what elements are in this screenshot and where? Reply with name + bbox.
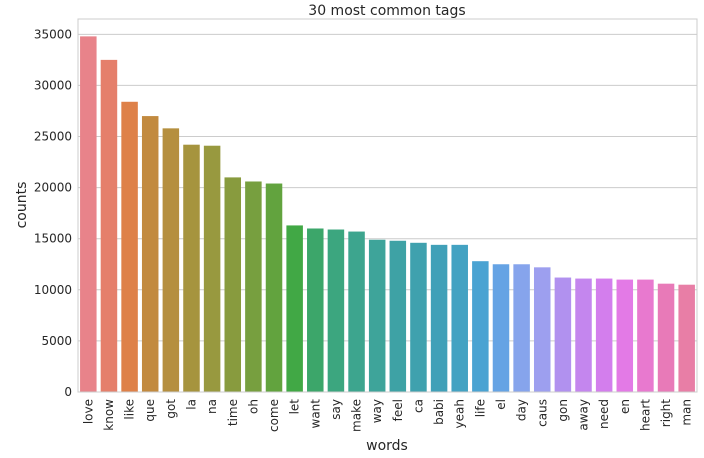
bar <box>327 229 345 392</box>
plot-frame <box>77 18 698 393</box>
x-tick-label: yeah <box>453 399 467 428</box>
bar <box>637 279 654 392</box>
grid-layer <box>78 33 697 393</box>
x-tick-label: want <box>308 399 322 429</box>
x-tick-label: life <box>473 399 487 417</box>
bar <box>575 278 592 392</box>
x-tick-label: caus <box>535 399 549 427</box>
bar <box>472 261 489 392</box>
axis-layer: 0 5000 10000 15000 20000 25000 30000 35000 love k… <box>34 18 698 432</box>
x-tick-label: make <box>350 399 364 432</box>
bars-layer <box>80 36 695 393</box>
y-axis-label: counts <box>14 182 30 229</box>
y-tick-label: 30000 <box>34 78 72 92</box>
x-tick-label: away <box>577 399 591 431</box>
x-tick-label: time <box>226 399 240 426</box>
bar <box>121 101 138 393</box>
bar <box>368 239 386 392</box>
bar <box>657 283 675 392</box>
bar <box>265 183 283 392</box>
bar <box>80 36 97 392</box>
bar <box>389 240 407 392</box>
bar <box>183 144 200 392</box>
x-tick-label: know <box>102 399 116 431</box>
x-tick-label: babi <box>432 399 446 425</box>
x-tick-label: come <box>267 399 281 432</box>
bar <box>410 242 427 392</box>
x-tick-label: love <box>81 399 95 424</box>
x-tick-label: say <box>329 399 343 420</box>
bar <box>100 59 118 393</box>
bar <box>286 225 303 392</box>
y-tick-label: 25000 <box>34 130 72 144</box>
bar <box>348 231 365 392</box>
x-tick-label: que <box>143 399 157 422</box>
x-tick-label: el <box>494 399 508 410</box>
bar <box>430 244 448 392</box>
x-tick-label: right <box>659 399 673 427</box>
x-tick-label: way <box>370 399 384 423</box>
x-tick-label: let <box>288 399 302 415</box>
bar <box>513 264 530 392</box>
x-tick-label: gon <box>556 399 570 422</box>
x-tick-label: like <box>123 399 137 420</box>
x-tick-label: ca <box>411 399 425 413</box>
x-tick-label: feel <box>391 399 405 421</box>
chart-title: 30 most common tags <box>308 3 465 19</box>
y-tick-label: 15000 <box>34 232 72 246</box>
x-tick-label: need <box>597 399 611 429</box>
bar <box>245 181 262 392</box>
x-tick-label: la <box>184 399 198 410</box>
x-tick-label: man <box>680 399 694 426</box>
x-tick-label: heart <box>638 399 652 431</box>
bar <box>554 277 572 392</box>
bar <box>224 177 242 392</box>
bar <box>162 128 180 392</box>
x-tick-label: got <box>164 399 178 419</box>
bar <box>492 264 510 392</box>
y-tick-label: 35000 <box>34 27 72 41</box>
x-axis-label: words <box>366 438 408 454</box>
bar <box>141 116 159 393</box>
y-tick-label: 20000 <box>34 181 72 195</box>
bar <box>451 244 468 392</box>
bar <box>307 228 324 392</box>
x-tick-label: na <box>205 399 219 414</box>
x-tick-label: en <box>618 399 632 414</box>
bar <box>595 278 613 392</box>
bar <box>533 267 551 392</box>
y-tick-label: 0 <box>64 385 72 399</box>
x-tick-label: day <box>515 399 529 421</box>
y-tick-label: 5000 <box>41 334 72 348</box>
x-tick-label: oh <box>246 399 260 414</box>
bar <box>203 145 221 392</box>
bar <box>616 279 634 392</box>
bar <box>678 284 695 392</box>
y-tick-label: 10000 <box>34 283 72 297</box>
